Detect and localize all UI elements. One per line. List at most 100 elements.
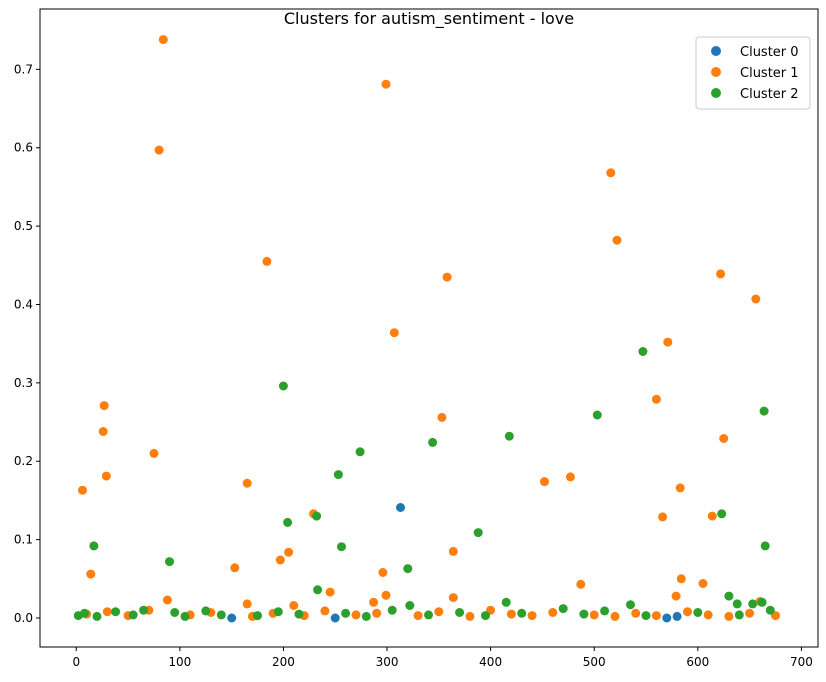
series-2-point <box>481 611 490 621</box>
series-1-point <box>378 568 388 577</box>
series-1-point <box>683 607 692 617</box>
series-1-point <box>325 587 335 597</box>
series-2-point <box>278 381 288 391</box>
series-2-point <box>128 610 138 620</box>
series-2-point <box>165 557 174 567</box>
series-1-point <box>651 394 661 404</box>
legend-label: Cluster 1 <box>740 66 799 81</box>
series-1-point <box>381 79 391 89</box>
legend-marker <box>711 46 721 56</box>
x-tick-label: 400 <box>479 655 502 669</box>
series-2-point <box>734 610 744 620</box>
series-2-point <box>724 591 734 601</box>
series-2-point <box>428 437 438 447</box>
chart-title: Clusters for autism_sentiment - love <box>284 9 574 29</box>
y-axis: 0.0 0.1 0.2 0.3 0.4 0.5 0.6 0.7 <box>14 62 40 625</box>
legend-box <box>695 36 811 110</box>
series-1-point <box>442 272 452 282</box>
series-2-point <box>337 542 346 552</box>
series-2-point <box>501 597 511 607</box>
series-1-point <box>262 256 272 266</box>
series-1-point <box>99 401 109 411</box>
series-1-point <box>242 478 252 488</box>
series-2-point <box>626 600 635 610</box>
series-1-point <box>448 593 458 603</box>
y-tick-label: 0.7 <box>14 62 33 76</box>
series-1-point <box>289 601 299 610</box>
x-tick-label: 600 <box>686 655 709 669</box>
series-2-point <box>504 431 514 441</box>
series-2-point <box>294 609 304 619</box>
series-1-point <box>149 448 159 458</box>
series-1-point <box>351 610 361 620</box>
series-1-point <box>437 412 447 422</box>
plot-frame <box>39 8 819 648</box>
series-1-point <box>606 168 616 178</box>
series-2-point <box>638 347 648 356</box>
legend-marker <box>711 67 721 77</box>
series-2-point <box>92 611 102 621</box>
series-1-point <box>751 294 761 304</box>
y-tick-label: 0.4 <box>14 297 33 311</box>
series-1-point <box>369 597 379 607</box>
series-1-point <box>448 546 458 556</box>
series-2-point <box>579 609 589 619</box>
series-2-point <box>732 599 742 609</box>
series-1-point <box>745 608 755 618</box>
plot-points <box>73 35 780 623</box>
series-2-point <box>517 608 527 618</box>
series-2-point <box>760 541 770 551</box>
series-1-point <box>589 610 599 620</box>
series-1-point <box>663 337 673 347</box>
series-0-point <box>396 503 405 512</box>
series-1-point <box>372 608 382 618</box>
series-2-point <box>180 611 190 621</box>
series-2-point <box>600 606 610 616</box>
x-tick-label: 0 <box>72 655 80 669</box>
series-2-point <box>283 517 293 527</box>
series-0-point <box>672 611 682 621</box>
series-2-point <box>312 511 322 521</box>
x-tick-label: 300 <box>376 655 399 669</box>
series-0-point <box>662 613 672 623</box>
series-2-point <box>341 608 351 618</box>
series-2-point <box>424 610 433 620</box>
series-1-point <box>86 569 96 579</box>
series-1-point <box>527 611 537 621</box>
series-2-point <box>80 608 89 618</box>
series-1-point <box>676 574 686 584</box>
series-0-point <box>330 613 340 623</box>
series-2-point <box>717 509 727 519</box>
series-1-point <box>434 607 444 617</box>
series-1-point <box>101 471 111 481</box>
legend-label: Cluster 2 <box>740 87 799 102</box>
x-axis: 0 100 200 300 400 500 600 700 <box>72 647 813 669</box>
legend: Cluster 0 Cluster 1 Cluster 2 <box>695 36 811 110</box>
x-tick-label: 200 <box>272 655 295 669</box>
series-1-point <box>610 611 620 621</box>
series-1-point <box>724 611 734 621</box>
y-tick-label: 0.1 <box>14 533 33 547</box>
y-tick-label: 0.2 <box>14 454 33 468</box>
series-1-point <box>612 235 622 245</box>
series-1-point <box>102 607 112 617</box>
series-1-point <box>548 608 558 617</box>
series-2-point <box>473 528 483 538</box>
series-0-point <box>227 613 237 623</box>
series-1-point <box>154 145 164 155</box>
series-1-point <box>703 610 713 620</box>
x-tick-label: 100 <box>168 655 191 669</box>
series-1-point <box>698 579 708 588</box>
series-1-point <box>158 35 168 45</box>
series-2-point <box>253 611 262 621</box>
series-1-point <box>162 595 172 605</box>
y-tick-label: 0.5 <box>14 219 33 233</box>
series-1-point <box>671 591 681 601</box>
series-1-point <box>631 608 641 618</box>
series-1-point <box>716 269 726 279</box>
series-2-point <box>139 605 149 615</box>
series-1-point <box>651 611 661 621</box>
series-1-point <box>389 328 399 338</box>
series-1-point <box>320 606 330 616</box>
